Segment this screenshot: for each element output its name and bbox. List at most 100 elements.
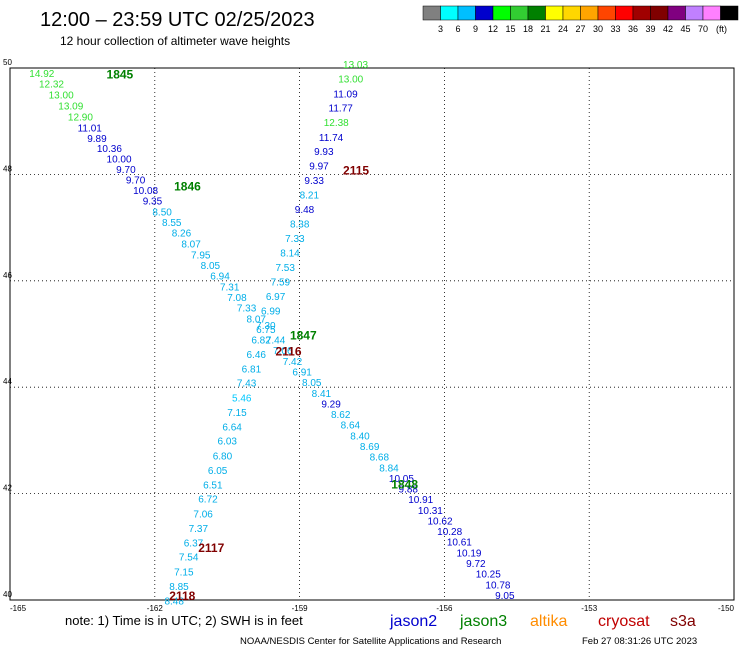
scale-swatch — [422, 5, 441, 21]
wave-height-value: 8.21 — [300, 190, 320, 201]
scale-swatch — [580, 5, 599, 21]
lon-tick-label: -165 — [10, 604, 27, 613]
wave-height-value: 8.68 — [370, 453, 390, 464]
lat-tick-label: 44 — [3, 377, 12, 386]
wave-height-value: 8.85 — [169, 582, 189, 593]
lon-tick-label: -156 — [436, 604, 453, 613]
pass-time-label: 1847 — [290, 328, 317, 342]
wave-height-value: 6.03 — [218, 437, 238, 448]
wave-height-value: 6.64 — [222, 422, 242, 433]
wave-height-value: 8.05 — [302, 378, 322, 389]
scale-label: 18 — [523, 24, 533, 34]
legend-entry: altika — [530, 613, 567, 630]
wave-height-value: 12.32 — [39, 80, 64, 91]
pass-time-label: 2118 — [169, 589, 195, 603]
wave-height-value: 7.08 — [227, 293, 247, 304]
wave-height-value: 10.31 — [418, 506, 443, 517]
timestamp-text: Feb 27 08:31:26 UTC 2023 — [582, 636, 697, 647]
wave-height-value: 9.89 — [87, 134, 107, 145]
scale-swatch — [650, 5, 669, 21]
map-grid — [10, 68, 734, 600]
wave-height-value: 8.26 — [172, 229, 192, 240]
map-frame — [9, 67, 735, 601]
scale-label: 45 — [680, 24, 690, 34]
scale-swatch — [440, 5, 459, 21]
scale-label: 6 — [455, 24, 460, 34]
scale-swatch — [720, 5, 739, 21]
wave-height-value: 9.70 — [116, 165, 136, 176]
wave-height-value: 10.25 — [476, 570, 501, 581]
scale-swatch — [510, 5, 529, 21]
wave-height-value: 8.64 — [341, 421, 361, 432]
wave-height-value: 7.53 — [275, 263, 295, 274]
scale-swatch — [457, 5, 476, 21]
scale-label: 3 — [438, 24, 443, 34]
scale-swatch — [702, 5, 721, 21]
wave-height-value: 7.06 — [193, 510, 213, 521]
wave-height-value: 10.19 — [456, 548, 481, 559]
wave-height-value: 8.05 — [201, 261, 221, 272]
wave-height-value: 13.00 — [338, 74, 363, 85]
wave-height-value: 6.05 — [208, 466, 228, 477]
scale-label: 42 — [663, 24, 673, 34]
wave-height-value: 10.36 — [97, 144, 122, 155]
wave-height-value: 7.30 — [256, 321, 276, 332]
wave-height-value: 6.80 — [213, 452, 233, 463]
wave-height-value: 10.00 — [107, 155, 132, 166]
scale-swatch — [667, 5, 686, 21]
wave-height-value: 7.42 — [283, 357, 303, 368]
pass-time-label: 2115 — [343, 163, 369, 177]
scale-swatch — [527, 5, 546, 21]
note-text: note: 1) Time is in UTC; 2) SWH is in fe… — [65, 613, 303, 628]
wave-height-value: 7.33 — [285, 234, 305, 245]
wave-height-value: 6.72 — [198, 495, 218, 506]
scale-label: 27 — [575, 24, 585, 34]
wave-height-value: 7.37 — [189, 524, 209, 535]
lon-tick-label: -153 — [581, 604, 598, 613]
wave-height-value: 13.09 — [58, 101, 83, 112]
wave-height-value: 8.48 — [164, 596, 184, 607]
wave-height-value: 10.08 — [133, 186, 158, 197]
scale-swatch — [492, 5, 511, 21]
wave-height-value: 11.09 — [333, 89, 358, 100]
scale-label: 24 — [558, 24, 568, 34]
scale-label: 70 — [698, 24, 708, 34]
scale-swatch — [562, 5, 581, 21]
wave-height-value: 7.95 — [191, 250, 211, 261]
lat-tick-label: 48 — [3, 164, 12, 173]
legend-entry: jason2 — [389, 613, 437, 630]
lat-tick-label: 46 — [3, 271, 12, 280]
wave-height-value: 7.33 — [237, 304, 257, 315]
wave-height-value: 8.38 — [290, 220, 310, 231]
satellite-legend: jason2 jason3 altika cryosat s3a — [389, 613, 696, 630]
wave-height-value: 8.50 — [152, 207, 172, 218]
wave-height-value: 7.15 — [227, 408, 247, 419]
wave-height-value: 8.69 — [360, 442, 380, 453]
time-labels: 1845 1846 1847 1848 2115 2116 2117 2118 — [107, 68, 419, 603]
pass-time-label: 2117 — [198, 541, 224, 555]
wave-height-value: 6.81 — [242, 364, 262, 375]
wave-height-value: 10.91 — [408, 495, 433, 506]
scale-unit: (ft) — [716, 24, 727, 34]
wave-height-value: 9.72 — [466, 559, 486, 570]
wave-height-value: 9.48 — [295, 205, 315, 216]
wave-height-value: 8.07 — [181, 239, 201, 250]
lat-tick-label: 50 — [3, 58, 12, 67]
wave-height-value: 9.88 — [399, 485, 419, 496]
lon-tick-label: -150 — [718, 604, 735, 613]
scale-label: 30 — [593, 24, 603, 34]
wave-height-value: 7.59 — [271, 278, 291, 289]
wave-height-value: 7.54 — [179, 553, 199, 564]
pass-time-label: 2116 — [275, 344, 301, 358]
wave-height-value: 7.06 — [273, 346, 293, 357]
scale-swatch — [597, 5, 616, 21]
legend-entry: jason3 — [459, 613, 507, 630]
lat-tick-label: 40 — [3, 590, 12, 599]
wave-height-value: 9.05 — [495, 591, 515, 602]
scale-swatch — [685, 5, 704, 21]
wave-height-value: 11.77 — [329, 104, 354, 115]
scale-label: 21 — [540, 24, 550, 34]
pass-time-label: 1846 — [174, 179, 201, 193]
scale-swatch — [475, 5, 494, 21]
